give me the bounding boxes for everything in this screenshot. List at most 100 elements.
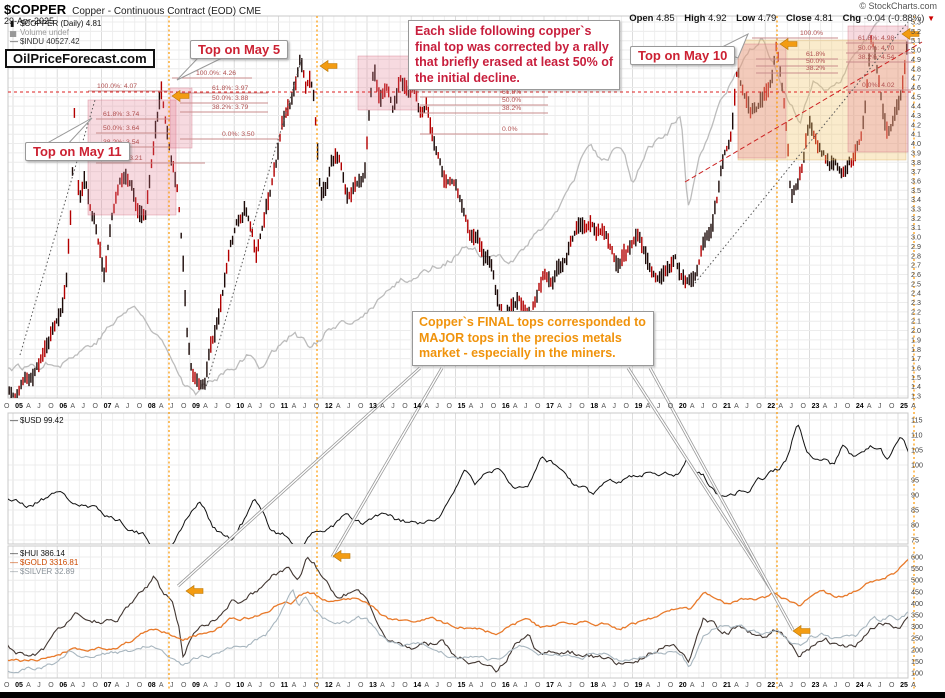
x-axis-tick: A xyxy=(203,682,208,689)
pm-axis-tick: 450 xyxy=(911,587,923,596)
bubble-top-on-may-5: Top on May 5 xyxy=(190,40,289,59)
main-axis-tick: 2.0 xyxy=(911,326,921,335)
x-axis-tick: O xyxy=(889,403,895,410)
x-axis-tick: J xyxy=(878,682,882,689)
x-axis-tick: A xyxy=(203,403,208,410)
line-icon: — xyxy=(10,549,18,558)
x-axis-tick: O xyxy=(535,403,541,410)
pm-axis-tick: 400 xyxy=(911,599,923,608)
x-axis-tick: J xyxy=(612,682,616,689)
main-axis-tick: 3.1 xyxy=(911,223,921,232)
trendline-dash-red xyxy=(684,41,923,183)
x-axis-tick: O xyxy=(756,682,762,689)
x-axis-tick: O xyxy=(535,682,541,689)
x-axis-tick: J xyxy=(258,682,262,689)
low-value: 4.79 xyxy=(757,13,777,24)
x-axis-tick: A xyxy=(778,403,783,410)
fib-label: 100.0%: 4.07 xyxy=(97,83,137,90)
left-arrow-icon xyxy=(171,89,190,103)
x-axis-tick: A xyxy=(734,403,739,410)
x-axis-tick: O xyxy=(889,682,895,689)
main-axis-tick: 1.5 xyxy=(911,373,921,382)
x-axis-tick: J xyxy=(391,403,395,410)
pink-highlight-box xyxy=(847,25,909,153)
legend-indu: — $INDU 40527.42 xyxy=(10,37,80,46)
line-icon: — xyxy=(10,416,18,425)
tan-highlight-box xyxy=(737,39,907,161)
x-axis-tick: 08 xyxy=(148,682,156,689)
chart-header: $COPPER Copper - Continuous Contract (EOD… xyxy=(4,1,261,19)
x-axis-tick: O xyxy=(624,682,630,689)
x-axis-tick: O xyxy=(447,682,453,689)
x-axis-tick: O xyxy=(137,403,143,410)
line-icon: — xyxy=(10,37,18,46)
x-axis-tick: A xyxy=(380,403,385,410)
main-axis-tick: 3.4 xyxy=(911,195,921,204)
pink-highlight-box xyxy=(737,43,787,159)
left-arrow-icon xyxy=(901,27,920,41)
x-axis-tick: 22 xyxy=(767,682,775,689)
main-axis-tick: 4.0 xyxy=(911,139,921,148)
main-axis-tick: 2.8 xyxy=(911,251,921,260)
x-axis-tick: A xyxy=(247,682,252,689)
copyright-label: © StockCharts.com xyxy=(859,1,937,11)
fib-label: 100.0% xyxy=(800,30,823,37)
x-axis-tick: O xyxy=(314,682,320,689)
legend-gold: — $GOLD 3316.81 xyxy=(10,558,79,567)
low-label: Low xyxy=(736,13,756,24)
fib-label: 61.8% xyxy=(502,89,521,96)
x-axis-tick: O xyxy=(712,403,718,410)
x-axis-tick: O xyxy=(4,682,10,689)
x-axis-tick: J xyxy=(126,403,130,410)
x-axis-tick: J xyxy=(126,682,130,689)
fib-label: 38.2%: 4.54 xyxy=(858,54,894,61)
x-axis-tick: O xyxy=(801,682,807,689)
x-axis-tick: 19 xyxy=(635,403,643,410)
fib-label: 61.8% xyxy=(806,51,825,58)
chart-date: 29-Apr-2025 xyxy=(4,16,55,26)
fib-label: 61.8%: 4.98 xyxy=(858,35,894,42)
x-axis-tick: A xyxy=(867,403,872,410)
x-axis-tick: A xyxy=(867,682,872,689)
x-axis-tick: A xyxy=(159,403,164,410)
gold-line xyxy=(8,558,908,663)
x-axis-tick: A xyxy=(646,682,651,689)
legend-silver: — $SILVER 32.89 xyxy=(10,567,75,576)
x-axis-tick: 21 xyxy=(723,403,731,410)
x-axis-tick: O xyxy=(402,682,408,689)
x-axis-tick: J xyxy=(347,682,351,689)
usd-axis-tick: 110 xyxy=(911,431,922,440)
x-axis-tick: 24 xyxy=(856,682,864,689)
pm-axis-tick: 550 xyxy=(911,564,923,573)
x-axis-tick: 25 xyxy=(900,682,908,689)
x-axis-tick: O xyxy=(358,682,364,689)
fib-label: 38.2% xyxy=(806,65,825,72)
x-axis-tick: A xyxy=(601,403,606,410)
x-axis-tick: J xyxy=(789,403,793,410)
main-axis-tick: 4.9 xyxy=(911,55,921,64)
x-axis-tick: 12 xyxy=(325,682,333,689)
usd-axis-tick: 95 xyxy=(911,476,919,485)
main-axis-tick: 1.7 xyxy=(911,354,921,363)
x-axis-tick: O xyxy=(579,403,585,410)
x-axis-tick: A xyxy=(513,682,518,689)
x-axis-tick: A xyxy=(380,682,385,689)
fib-label: 50.0%: 3.64 xyxy=(103,125,139,132)
main-axis-tick: 2.1 xyxy=(911,317,921,326)
main-axis-tick: 3.7 xyxy=(911,167,921,176)
usd-axis-tick: 75 xyxy=(911,536,919,545)
x-axis-tick: J xyxy=(657,682,661,689)
x-axis-tick: O xyxy=(137,682,143,689)
usd-line xyxy=(8,424,908,544)
x-axis-tick: O xyxy=(270,403,276,410)
main-axis-tick: 2.5 xyxy=(911,279,921,288)
x-axis-tick: J xyxy=(701,682,705,689)
x-axis-tick: A xyxy=(159,682,164,689)
pm-axis-tick: 100 xyxy=(911,669,923,678)
x-axis-tick: A xyxy=(690,682,695,689)
candle-icon: ▮ xyxy=(10,19,15,28)
x-axis-tick: A xyxy=(911,682,916,689)
callout-wedge-inner xyxy=(627,367,771,589)
x-axis-tick: A xyxy=(292,682,297,689)
x-axis-tick: A xyxy=(557,403,562,410)
